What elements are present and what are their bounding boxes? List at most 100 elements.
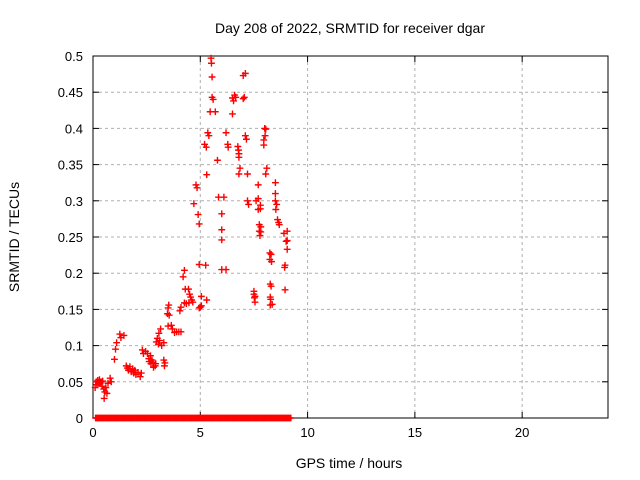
data-point xyxy=(235,170,243,178)
data-point xyxy=(229,110,236,118)
data-point xyxy=(251,298,259,306)
data-point xyxy=(100,395,108,402)
data-point xyxy=(262,170,270,178)
data-point xyxy=(241,69,249,77)
data-point xyxy=(267,295,275,303)
data-point xyxy=(185,285,192,293)
data-point xyxy=(138,346,146,354)
y-tick-label: 0.1 xyxy=(65,339,83,354)
y-tick-label: 0.45 xyxy=(58,85,83,100)
data-point xyxy=(241,132,249,140)
y-axis-label: SRMTID / TECUs xyxy=(6,182,22,292)
data-point xyxy=(267,282,275,290)
data-point xyxy=(168,325,176,333)
data-point xyxy=(181,266,188,274)
y-tick-label: 0.2 xyxy=(65,266,83,281)
data-point xyxy=(267,250,275,258)
data-point xyxy=(157,325,164,333)
data-point xyxy=(156,337,163,344)
data-point xyxy=(251,292,259,300)
data-point xyxy=(240,93,248,101)
data-point xyxy=(203,171,211,179)
data-point xyxy=(283,227,291,235)
plot-border xyxy=(92,55,609,419)
data-point xyxy=(244,197,251,205)
data-point xyxy=(134,368,142,376)
data-point xyxy=(214,156,221,164)
data-point xyxy=(111,355,118,363)
data-point xyxy=(208,59,215,67)
data-point xyxy=(160,339,168,347)
data-point xyxy=(220,193,228,201)
data-point xyxy=(261,132,269,140)
data-point xyxy=(161,359,169,367)
data-point xyxy=(256,232,264,239)
data-point xyxy=(189,298,197,306)
data-point xyxy=(103,389,111,397)
data-point xyxy=(113,339,121,347)
data-point xyxy=(256,205,264,213)
y-tick-label: 0.4 xyxy=(65,121,83,136)
data-point xyxy=(197,302,205,310)
data-point xyxy=(236,164,244,172)
data-point xyxy=(218,236,226,244)
data-point xyxy=(275,221,283,229)
data-point xyxy=(281,286,289,294)
x-tick-label: 15 xyxy=(408,425,422,440)
data-point xyxy=(257,228,265,236)
data-point xyxy=(273,201,281,208)
data-point xyxy=(287,414,295,422)
data-point xyxy=(152,360,160,368)
data-point xyxy=(268,300,276,308)
grid-layer xyxy=(93,56,608,418)
data-point xyxy=(97,378,105,386)
data-point xyxy=(282,237,290,245)
x-tick-label: 0 xyxy=(89,425,96,440)
data-point xyxy=(116,330,124,338)
data-point xyxy=(271,179,279,187)
data-point xyxy=(239,95,247,103)
data-point xyxy=(218,210,226,218)
y-tick-label: 0.5 xyxy=(65,49,83,64)
data-point xyxy=(254,181,262,189)
data-point xyxy=(268,258,275,266)
data-point xyxy=(202,143,210,151)
data-point xyxy=(93,381,101,389)
data-point xyxy=(218,226,226,234)
data-point xyxy=(104,379,112,387)
y-tick-label: 0.35 xyxy=(58,158,83,173)
y-tick-label: 0.15 xyxy=(58,302,83,317)
data-point xyxy=(165,301,173,309)
data-point xyxy=(102,384,110,391)
data-point xyxy=(243,135,250,143)
data-point xyxy=(263,164,271,172)
data-point xyxy=(165,311,173,319)
data-point xyxy=(230,97,237,105)
data-point xyxy=(244,170,251,178)
data-point xyxy=(167,321,175,329)
data-point xyxy=(112,345,119,353)
data-point xyxy=(155,329,163,337)
data-point xyxy=(155,340,162,348)
data-point xyxy=(208,73,216,81)
data-point xyxy=(194,211,202,218)
data-point xyxy=(197,292,205,300)
data-point xyxy=(260,141,268,149)
y-tick-label: 0 xyxy=(76,411,83,426)
data-point xyxy=(195,261,203,268)
data-point xyxy=(120,332,128,339)
data-point xyxy=(262,125,270,133)
data-point xyxy=(222,129,230,137)
data-point xyxy=(203,296,211,304)
data-point xyxy=(164,322,172,330)
y-tick-label: 0.25 xyxy=(58,230,83,245)
y-tick-label: 0.3 xyxy=(65,194,83,209)
data-point xyxy=(106,374,114,382)
x-axis-label: GPS time / hours xyxy=(296,455,403,471)
data-point xyxy=(202,261,210,269)
data-point xyxy=(177,328,185,336)
data-point xyxy=(266,249,274,257)
data-point xyxy=(147,352,154,360)
